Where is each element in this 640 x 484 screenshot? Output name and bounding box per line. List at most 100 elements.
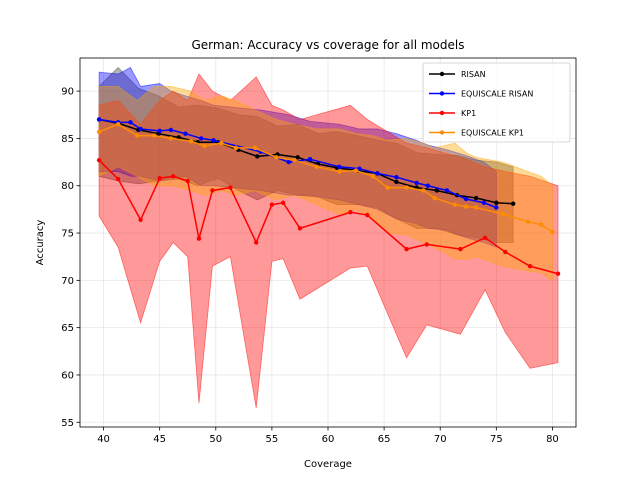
legend-label-0: RISAN	[461, 70, 486, 79]
point-series-2	[482, 235, 488, 240]
point-series-3	[115, 122, 121, 127]
axis-ticks: 40 45 50 55 60 65 70 75 80 55 60 65 70 75 80 85 90	[61, 87, 559, 445]
y-tick-label: 70	[61, 276, 74, 287]
point-series-3	[135, 133, 140, 138]
band-series-2	[98, 73, 559, 409]
point-series-0	[510, 201, 516, 206]
point-series-1	[463, 196, 469, 202]
point-series-3	[168, 136, 174, 141]
point-series-1	[481, 200, 487, 205]
point-series-0	[394, 179, 399, 185]
point-series-3	[151, 133, 157, 138]
point-series-3	[292, 157, 297, 163]
point-series-1	[425, 183, 431, 188]
point-series-2	[269, 202, 275, 207]
point-series-1	[138, 126, 143, 132]
legend-marker-2	[439, 110, 445, 116]
point-series-3	[385, 185, 390, 190]
point-series-2	[185, 178, 190, 184]
point-series-2	[157, 175, 162, 181]
point-series-3	[233, 145, 239, 151]
x-tick-label: 70	[434, 434, 447, 445]
point-series-2	[228, 185, 233, 190]
point-series-3	[314, 164, 319, 170]
x-tick-label: 80	[546, 434, 559, 445]
point-series-3	[353, 168, 359, 173]
point-series-0	[494, 200, 499, 205]
point-series-3	[473, 205, 479, 210]
y-tick-label: 60	[61, 370, 74, 381]
legend-label-2: KP1	[461, 109, 476, 118]
y-tick-label: 85	[61, 134, 74, 145]
legend-label-1: EQUISCALE RISAN	[461, 90, 533, 99]
point-series-3	[452, 202, 458, 207]
y-axis-label: Accuracy	[35, 220, 46, 266]
point-series-3	[432, 195, 437, 201]
legend-marker-1	[439, 91, 445, 96]
point-series-0	[176, 135, 181, 140]
legend-label-3: EQUISCALE KP1	[461, 129, 524, 138]
point-series-1	[375, 171, 380, 176]
point-series-0	[295, 155, 300, 160]
band-series-0	[98, 66, 514, 243]
point-series-3	[96, 129, 102, 134]
point-series-2	[555, 271, 561, 276]
legend-marker-3	[439, 130, 445, 135]
point-series-2	[503, 249, 508, 255]
point-series-2	[458, 246, 463, 252]
point-series-1	[128, 120, 133, 125]
y-tick-label: 75	[61, 229, 74, 240]
point-series-2	[297, 226, 303, 231]
point-series-1	[168, 127, 174, 133]
point-series-0	[255, 154, 260, 159]
legend-items: RISAN EQUISCALE RISAN KP1 EQUISCALE KP1	[429, 70, 533, 138]
point-series-2	[527, 263, 533, 269]
legend: RISAN EQUISCALE RISAN KP1 EQUISCALE KP1	[422, 62, 571, 143]
line-series-0	[98, 118, 514, 205]
point-series-2	[253, 240, 259, 245]
point-series-3	[500, 211, 506, 217]
point-series-3	[404, 185, 409, 190]
point-series-2	[96, 157, 102, 163]
point-series-1	[96, 117, 102, 122]
point-series-1	[198, 136, 204, 141]
x-tick-label: 50	[209, 434, 222, 445]
point-series-3	[202, 143, 207, 149]
point-series-3	[370, 174, 376, 179]
x-tick-label: 45	[153, 434, 166, 445]
point-series-3	[274, 155, 279, 160]
point-series-2	[280, 200, 286, 205]
point-series-3	[188, 139, 194, 144]
series-lines	[96, 117, 561, 276]
point-series-2	[424, 242, 429, 247]
point-series-1	[394, 175, 399, 180]
point-series-3	[252, 145, 258, 151]
chart-title: German: Accuracy vs coverage for all mod…	[192, 38, 465, 52]
y-tick-label: 65	[61, 323, 74, 334]
point-series-1	[286, 159, 291, 165]
point-series-0	[473, 195, 479, 201]
x-axis-label: Coverage	[304, 459, 352, 470]
point-series-3	[219, 140, 224, 146]
line-series-1	[98, 118, 497, 209]
point-series-2	[348, 210, 353, 215]
point-series-2	[115, 176, 121, 182]
point-series-1	[307, 157, 313, 162]
point-series-1	[414, 180, 419, 186]
point-series-2	[404, 246, 409, 252]
point-series-1	[183, 131, 188, 136]
point-series-1	[494, 205, 499, 210]
x-tick-label: 55	[266, 434, 279, 445]
point-series-2	[365, 212, 370, 218]
point-series-3	[421, 188, 426, 193]
point-series-1	[157, 128, 162, 134]
point-series-2	[170, 174, 176, 179]
band-series-3	[98, 85, 553, 282]
point-series-1	[444, 188, 450, 193]
x-tick-label: 65	[378, 434, 391, 445]
point-series-3	[337, 169, 342, 174]
y-tick-label: 55	[61, 418, 74, 429]
x-tick-label: 60	[322, 434, 335, 445]
